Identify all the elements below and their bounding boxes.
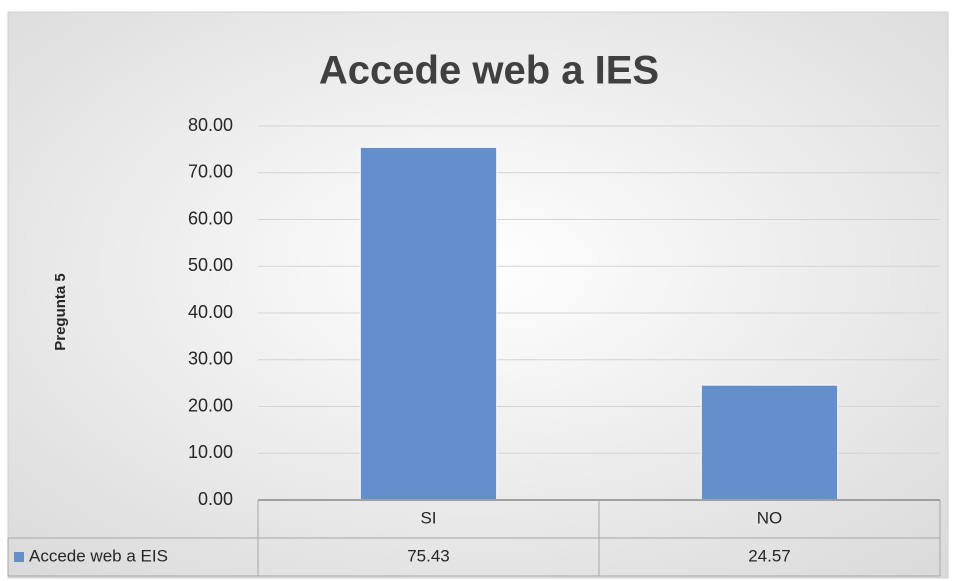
bar xyxy=(700,384,839,501)
y-tick-label: 70.00 xyxy=(188,162,233,182)
y-tick-label: 0.00 xyxy=(198,489,233,509)
y-tick-label: 50.00 xyxy=(188,255,233,275)
table-value: 24.57 xyxy=(748,546,791,565)
legend-key xyxy=(14,552,24,562)
x-tick-label: NO xyxy=(757,508,783,527)
y-tick-label: 20.00 xyxy=(188,395,233,415)
y-tick-label: 80.00 xyxy=(188,115,233,135)
y-tick-label: 40.00 xyxy=(188,302,233,322)
bar xyxy=(359,146,498,501)
y-tick-label: 10.00 xyxy=(188,442,233,462)
y-tick-label: 30.00 xyxy=(188,349,233,369)
table-value: 75.43 xyxy=(407,546,450,565)
chart-title: Accede web a IES xyxy=(319,49,659,93)
y-axis-label: Pregunta 5 xyxy=(52,273,69,351)
y-tick-label: 60.00 xyxy=(188,208,233,228)
x-tick-label: SI xyxy=(420,508,436,527)
legend-label: Accede web a EIS xyxy=(29,546,168,565)
